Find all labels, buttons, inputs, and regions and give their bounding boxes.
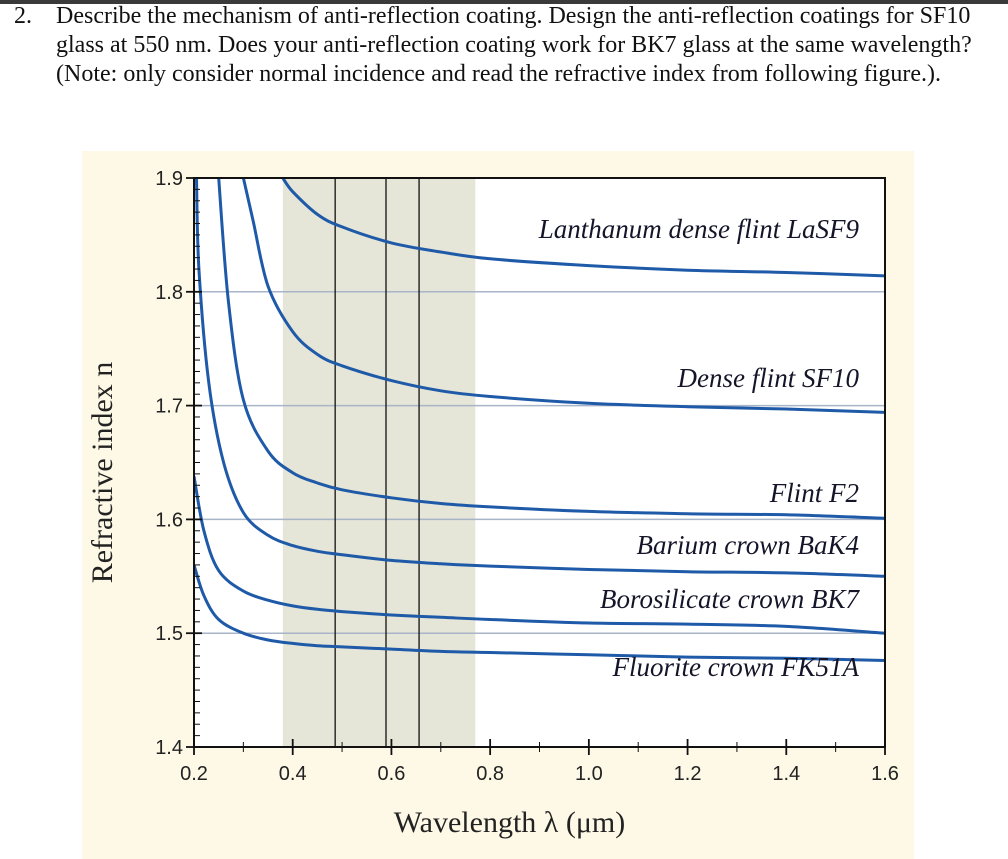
y-tick-label: 1.4 <box>155 737 183 759</box>
series-line-1 <box>281 178 885 278</box>
series-label-6: Fluorite crown FK51A <box>612 652 860 682</box>
y-tick-label: 1.8 <box>155 282 183 304</box>
series-label-2: Dense flint SF10 <box>677 363 860 393</box>
series-label-4: Barium crown BaK4 <box>637 530 860 560</box>
x-tick-label: 1.0 <box>575 763 603 785</box>
curves-group <box>194 178 885 662</box>
x-tick-label: 0.4 <box>279 763 307 785</box>
x-tick-label: 0.2 <box>180 763 208 785</box>
series-line-6 <box>194 564 885 662</box>
series-line-4 <box>195 178 885 578</box>
x-axis-title: Wavelength λ (μm) <box>394 806 625 839</box>
x-tick-label: 0.6 <box>378 763 406 785</box>
figure: Lanthanum dense flint LaSF9 Dense flint S… <box>82 151 914 859</box>
x-tick-label: 1.4 <box>772 763 800 785</box>
series-label-1: Lanthanum dense flint LaSF9 <box>538 214 860 244</box>
x-tick-label: 1.2 <box>674 763 702 785</box>
top-bar <box>0 0 1008 4</box>
x-tick-label: 0.8 <box>476 763 504 785</box>
refractive-index-chart: Lanthanum dense flint LaSF9 Dense flint S… <box>86 168 899 839</box>
y-tick-label: 1.7 <box>155 396 183 418</box>
y-tick-label: 1.6 <box>155 509 183 531</box>
series-line-3 <box>217 178 885 520</box>
series-label-5: Borosilicate crown BK7 <box>600 584 860 614</box>
question-number: 2. <box>14 3 32 29</box>
series-line-5 <box>194 475 885 635</box>
series-line-2 <box>241 178 885 414</box>
visible-band <box>282 178 476 747</box>
y-axis-title: Refractive index n <box>86 362 119 584</box>
series-label-3: Flint F2 <box>769 478 859 508</box>
y-tick-label: 1.9 <box>155 168 183 190</box>
y-tick-label: 1.5 <box>155 623 183 645</box>
x-tick-label: 1.6 <box>871 763 899 785</box>
question-text: Describe the mechanism of anti-reflectio… <box>56 3 972 87</box>
